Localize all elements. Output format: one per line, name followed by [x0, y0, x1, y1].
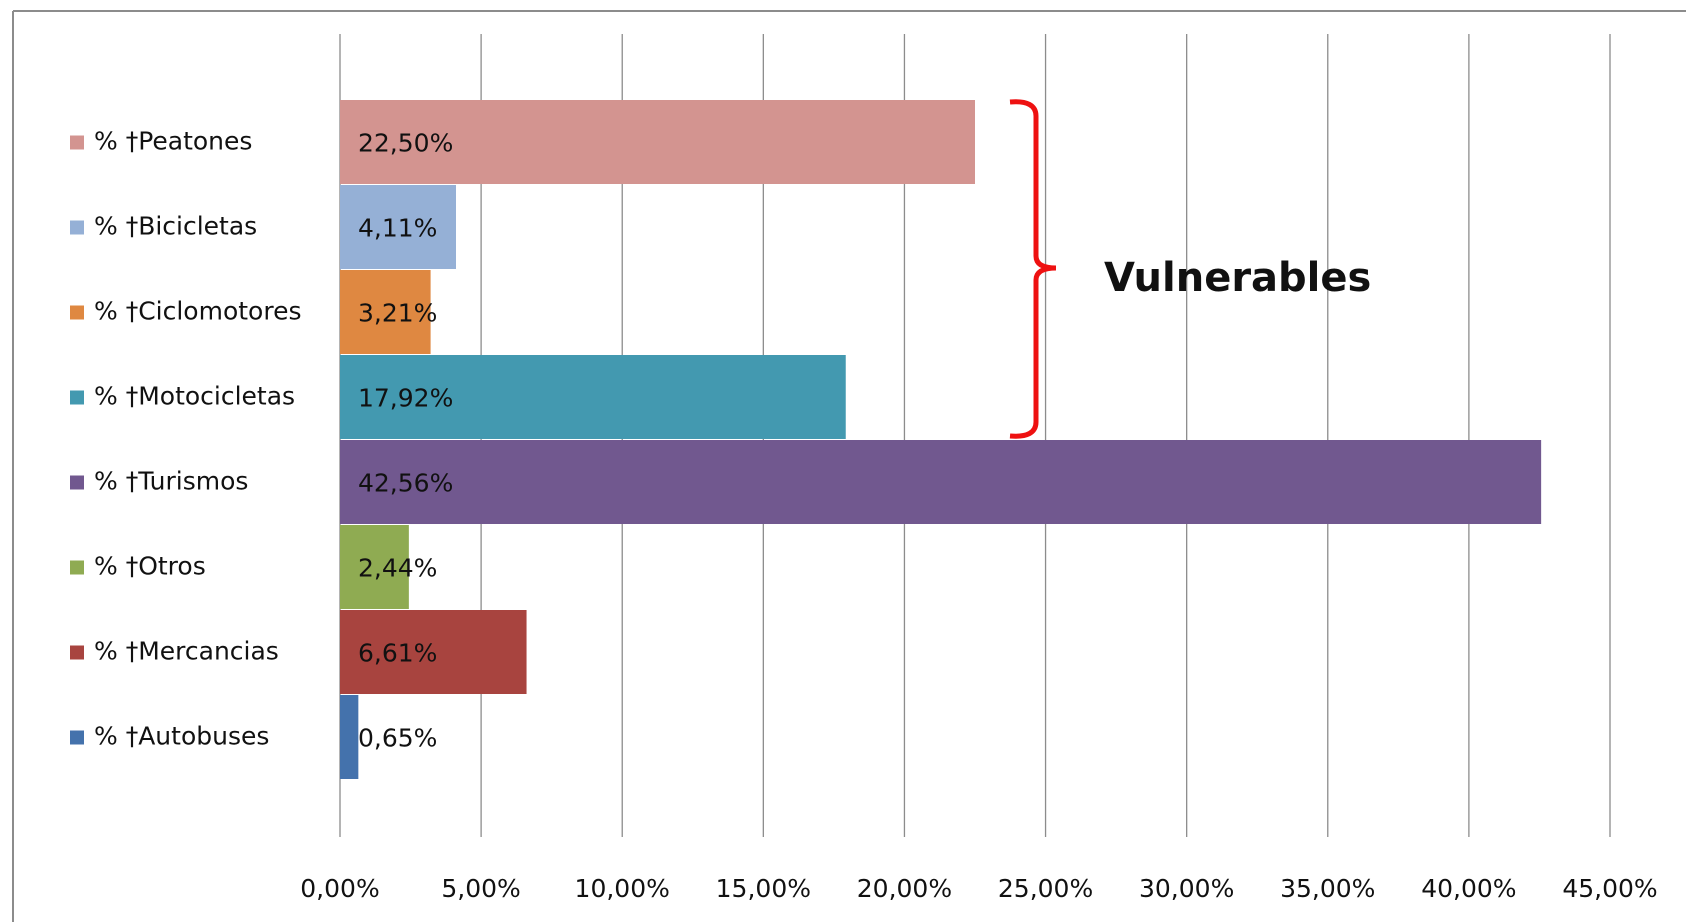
- category-label: % †Ciclomotores: [94, 297, 301, 326]
- category-label: % †Mercancias: [94, 637, 279, 666]
- annotation: Vulnerables: [1104, 255, 1371, 301]
- value-label: 0,65%: [358, 724, 437, 753]
- legend-swatch: [70, 305, 84, 320]
- value-label: 42,56%: [358, 469, 453, 498]
- value-label: 22,50%: [358, 129, 453, 158]
- category-label: % †Peatones: [94, 127, 252, 156]
- bar: [340, 525, 409, 609]
- legend-swatch: [70, 645, 84, 660]
- bar: [340, 270, 431, 354]
- category-label: % †Bicicletas: [94, 212, 257, 241]
- value-label: 2,44%: [358, 554, 437, 583]
- legend-swatch: [70, 390, 84, 405]
- legend-swatch: [70, 135, 84, 150]
- x-tick-label: 25,00%: [998, 874, 1093, 903]
- legend-swatch: [70, 475, 84, 490]
- bar: [340, 695, 359, 779]
- bar: [340, 440, 1542, 524]
- brace: [1009, 99, 1057, 439]
- category-label: % †Turismos: [94, 467, 248, 496]
- legend-swatch: [70, 560, 84, 575]
- x-tick-label: 10,00%: [575, 874, 670, 903]
- x-tick-label: 15,00%: [716, 874, 811, 903]
- value-label: 6,61%: [358, 639, 437, 668]
- bar: [340, 610, 527, 694]
- category-label: % †Motocicletas: [94, 382, 295, 411]
- legend-swatch: [70, 220, 84, 235]
- value-label: 17,92%: [358, 384, 453, 413]
- x-tick-label: 30,00%: [1139, 874, 1234, 903]
- bar: [340, 100, 975, 184]
- bar: [340, 185, 456, 269]
- bar: [340, 355, 846, 439]
- value-label: 4,11%: [358, 214, 437, 243]
- legend-swatch: [70, 730, 84, 745]
- x-tick-label: 0,00%: [300, 874, 379, 903]
- x-tick-label: 5,00%: [441, 874, 520, 903]
- category-label: % †Autobuses: [94, 722, 269, 751]
- x-tick-label: 35,00%: [1280, 874, 1375, 903]
- category-label: % †Otros: [94, 552, 206, 581]
- x-tick-label: 20,00%: [857, 874, 952, 903]
- value-label: 3,21%: [358, 299, 437, 328]
- x-tick-label: 45,00%: [1562, 874, 1657, 903]
- x-tick-label: 40,00%: [1421, 874, 1516, 903]
